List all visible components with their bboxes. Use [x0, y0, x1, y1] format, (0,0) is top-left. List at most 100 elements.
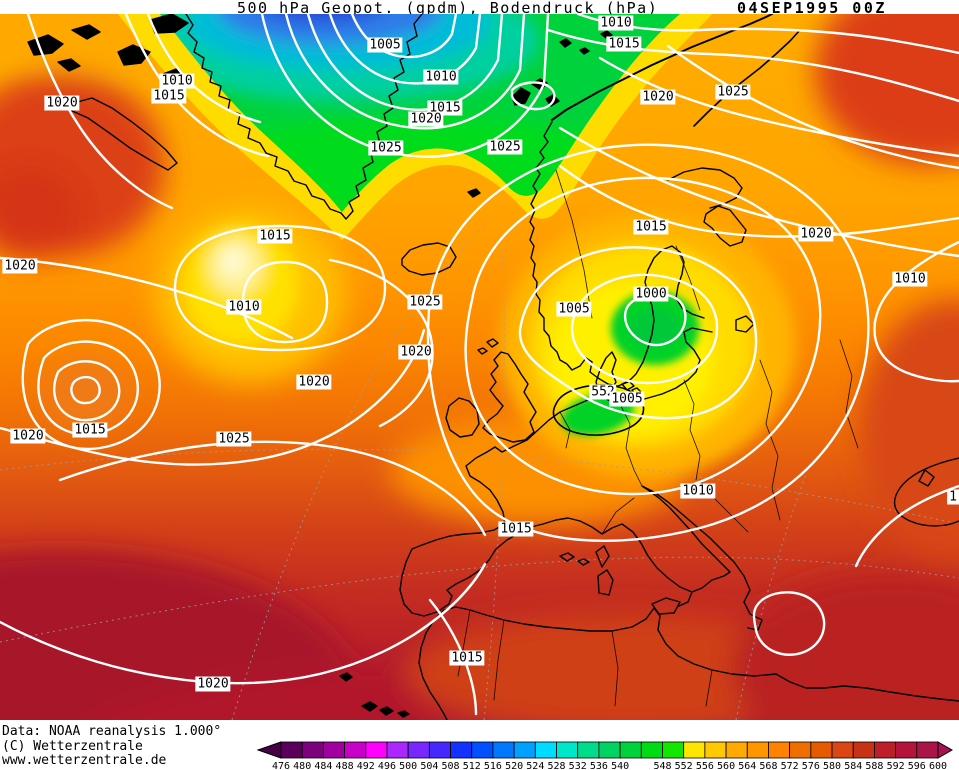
europe-west-coast [399, 393, 693, 617]
colorbar-tick-label: 560 [717, 761, 735, 770]
isobar-contour-label: 1020 [398, 344, 434, 360]
isobar-contour-label: 1020 [195, 676, 231, 692]
isobar-contour-label: 1025 [487, 139, 523, 155]
africa-atlantic-coast [418, 609, 448, 720]
colorbar-segment [407, 741, 430, 759]
colorbar-tick-label: 496 [378, 761, 396, 770]
colorbar-segment [916, 741, 939, 759]
coastlines [27, 14, 959, 720]
colorbar-tick-label: 536 [590, 761, 608, 770]
isobar-contour-label: 1010 [892, 271, 928, 287]
colorbar-tick-label: 500 [399, 761, 417, 770]
isobar-contour-label: 1015 [257, 228, 293, 244]
colorbar-segment [322, 741, 345, 759]
isobar-contour-label: 1025 [216, 431, 252, 447]
isobar-contour-label: 1015 [606, 36, 642, 52]
isobar-contour-label: 1005 [609, 391, 645, 407]
isobar-contour-label: 1020 [798, 226, 834, 242]
colorbar-tick-label: 568 [759, 761, 777, 770]
isobar-contour-label: 1 [947, 489, 959, 505]
colorbar-left-arrow [256, 741, 282, 759]
geopotential-field [0, 14, 959, 720]
colorbar-tick-label: 484 [314, 761, 332, 770]
colorbar-tick-label: 580 [823, 761, 841, 770]
colorbar-tick-label: 564 [738, 761, 756, 770]
colorbar-segment [810, 741, 833, 759]
isobar-contour-label: 1020 [2, 258, 38, 274]
credits-source: Data: NOAA reanalysis 1.000° [2, 724, 222, 739]
greenland-coast [185, 14, 423, 220]
canary-madeira-islands [339, 672, 410, 718]
colorbar-tick-label: 516 [484, 761, 502, 770]
isobar-contour-label: 1020 [296, 374, 332, 390]
colorbar-segment [450, 741, 473, 759]
colorbar-segment [768, 741, 791, 759]
country-borders [457, 169, 859, 707]
baffin-island [69, 97, 178, 171]
iceland-coast [401, 242, 457, 276]
colorbar-segment [365, 741, 388, 759]
isobar-contour-label: 1015 [72, 422, 108, 438]
colorbar-tick-label: 588 [865, 761, 883, 770]
isobar-contour-label: 1010 [680, 483, 716, 499]
isobar-contour-label: 1005 [367, 37, 403, 53]
credits-url: www.wetterzentrale.de [2, 753, 167, 768]
map-datetime: 04SEP1995 00Z [737, 0, 887, 17]
colorbar-segment [344, 741, 367, 759]
colorbar-segment [301, 741, 324, 759]
italy-adriatic-balkans [641, 485, 763, 631]
colorbar-tick-label: 488 [336, 761, 354, 770]
isobar-contour-label: 1020 [10, 428, 46, 444]
colorbar-segment [556, 741, 579, 759]
isobar-contour-label: 1025 [407, 294, 443, 310]
mediterranean-islands [559, 545, 681, 615]
great-britain-coast [477, 338, 537, 443]
colorbar-segment [513, 741, 536, 759]
ireland-coast [445, 397, 480, 438]
graticule [0, 225, 959, 720]
colorbar-segment [662, 741, 685, 759]
colorbar-tick-label: 576 [802, 761, 820, 770]
colorbar-tick-label: 504 [420, 761, 438, 770]
colorbar-segment [746, 741, 769, 759]
colorbar-tick-label: 596 [908, 761, 926, 770]
isobar-contour-label: 1015 [449, 650, 485, 666]
colorbar-tick-label: 584 [844, 761, 862, 770]
colorbar-tick-label: 556 [696, 761, 714, 770]
scandinavia-coast [529, 121, 705, 387]
colorbar-tick-label: 512 [463, 761, 481, 770]
colorbar-segment [471, 741, 494, 759]
isobar-contour-label: 1015 [151, 88, 187, 104]
colorbar-segment [874, 741, 897, 759]
black-sea-coast [893, 457, 959, 527]
isobar-contour-label: 1015 [498, 521, 534, 537]
isobar-contour-label: 1025 [715, 84, 751, 100]
colorbar-segment [683, 741, 706, 759]
africa-north-coast [443, 606, 959, 702]
novaya-zemlya [693, 29, 801, 127]
colorbar-tick-label: 528 [547, 761, 565, 770]
page-title: 500 hPa Geopot. (gpdm), Bodendruck (hPa) [237, 0, 659, 17]
colorbar-tick-label: 520 [505, 761, 523, 770]
isobar-contour-label: 1010 [423, 69, 459, 85]
colorbar-tick-label: 548 [653, 761, 671, 770]
colorbar-tick-label: 592 [887, 761, 905, 770]
isobar-contour-label: 1000 [633, 286, 669, 302]
colorbar-tick-label: 480 [293, 761, 311, 770]
colorbar-tick-label: 524 [526, 761, 544, 770]
colorbar-segment [789, 741, 812, 759]
colorbar-tick-label: 600 [929, 761, 947, 770]
isobar-contour-label: 1010 [159, 73, 195, 89]
colorbar-segment [852, 741, 875, 759]
colorbar-segment [619, 741, 642, 759]
isobar-contour-label: 1005 [556, 301, 592, 317]
credits-block: Data: NOAA reanalysis 1.000° (C) Wetterz… [2, 724, 222, 769]
isobar-contour-label: 1020 [640, 89, 676, 105]
kola-whitesea [667, 167, 755, 333]
colorbar-tick-label: 540 [611, 761, 629, 770]
colorbar-segment [534, 741, 557, 759]
colorbar-segment [598, 741, 621, 759]
colorbar-segment [577, 741, 600, 759]
weather-map-svg [0, 14, 959, 720]
colorbar-segment [640, 741, 663, 759]
